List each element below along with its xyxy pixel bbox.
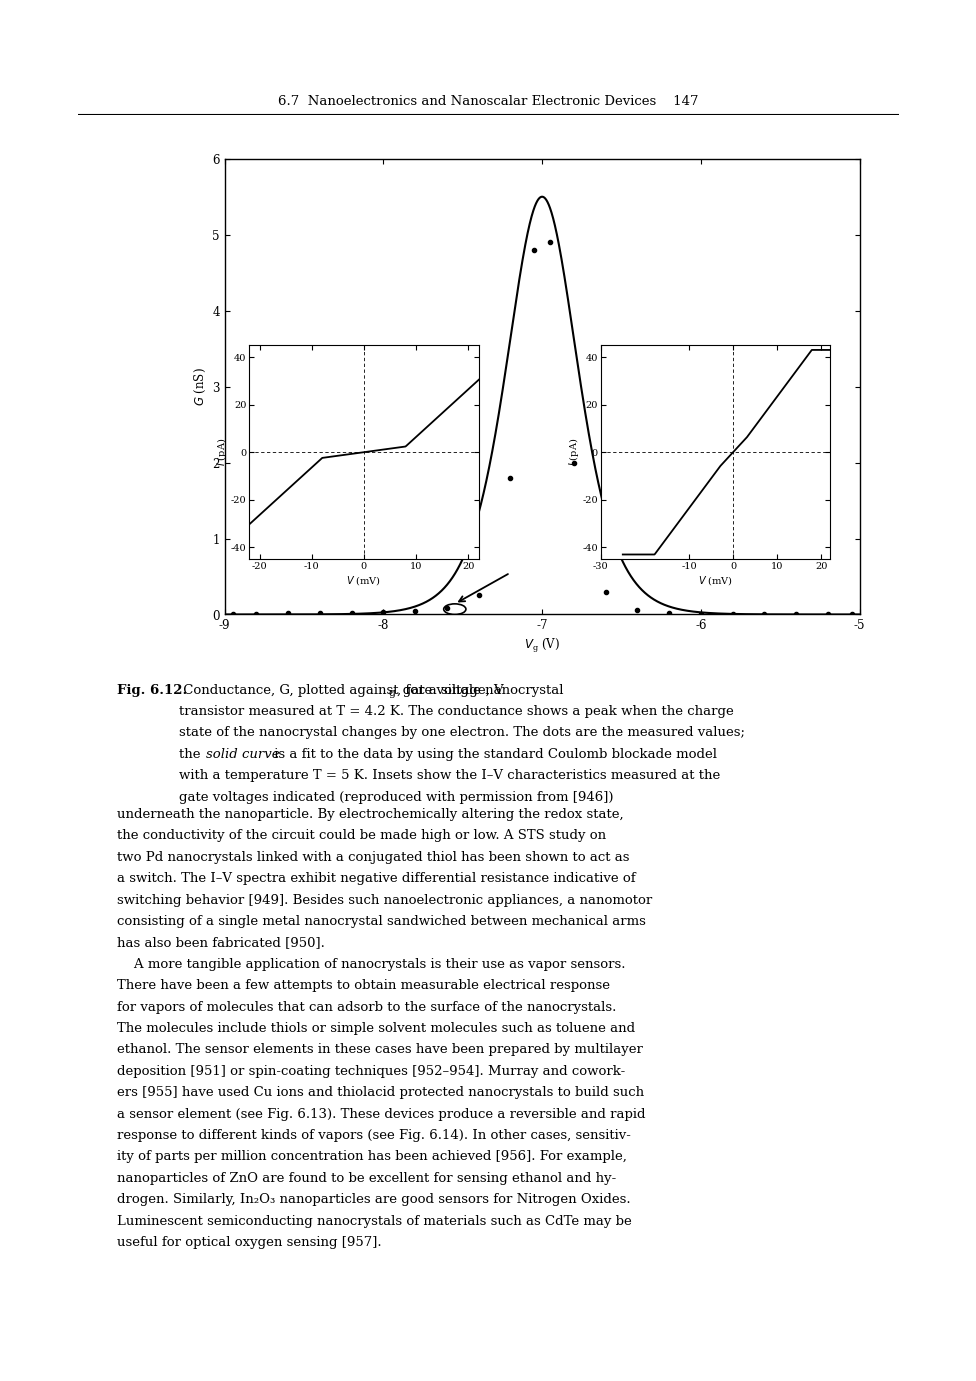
Text: gate voltages indicated (reproduced with permission from [946]): gate voltages indicated (reproduced with… xyxy=(179,790,613,804)
Text: switching behavior [949]. Besides such nanoelectronic appliances, a nanomotor: switching behavior [949]. Besides such n… xyxy=(117,894,652,906)
Y-axis label: $I$ (pA): $I$ (pA) xyxy=(566,438,581,467)
Text: ethanol. The sensor elements in these cases have been prepared by multilayer: ethanol. The sensor elements in these ca… xyxy=(117,1044,642,1056)
Text: g: g xyxy=(388,688,395,697)
Text: useful for optical oxygen sensing [957].: useful for optical oxygen sensing [957]. xyxy=(117,1236,382,1248)
Text: consisting of a single metal nanocrystal sandwiched between mechanical arms: consisting of a single metal nanocrystal… xyxy=(117,916,645,928)
Text: A more tangible application of nanocrystals is their use as vapor sensors.: A more tangible application of nanocryst… xyxy=(117,958,626,971)
Y-axis label: $G$ (nS): $G$ (nS) xyxy=(193,367,208,406)
Text: a sensor element (see Fig. 6.13). These devices produce a reversible and rapid: a sensor element (see Fig. 6.13). These … xyxy=(117,1108,645,1120)
Text: two Pd nanocrystals linked with a conjugated thiol has been shown to act as: two Pd nanocrystals linked with a conjug… xyxy=(117,851,630,863)
Text: deposition [951] or spin-coating techniques [952–954]. Murray and cowork-: deposition [951] or spin-coating techniq… xyxy=(117,1065,625,1077)
Text: Luminescent semiconducting nanocrystals of materials such as CdTe may be: Luminescent semiconducting nanocrystals … xyxy=(117,1215,631,1228)
Text: Conductance, G, plotted against gate voltage, V: Conductance, G, plotted against gate vol… xyxy=(179,684,503,696)
Text: There have been a few attempts to obtain measurable electrical response: There have been a few attempts to obtain… xyxy=(117,979,610,992)
Text: nanoparticles of ZnO are found to be excellent for sensing ethanol and hy-: nanoparticles of ZnO are found to be exc… xyxy=(117,1171,616,1185)
Text: state of the nanocrystal changes by one electron. The dots are the measured valu: state of the nanocrystal changes by one … xyxy=(179,726,744,739)
Y-axis label: $I$ (pA): $I$ (pA) xyxy=(215,438,229,467)
Text: underneath the nanoparticle. By electrochemically altering the redox state,: underneath the nanoparticle. By electroc… xyxy=(117,808,624,820)
Text: ers [955] have used Cu ions and thiolacid protected nanocrystals to build such: ers [955] have used Cu ions and thiolaci… xyxy=(117,1087,644,1099)
X-axis label: $V_{\mathregular{g}}$ (V): $V_{\mathregular{g}}$ (V) xyxy=(523,637,560,655)
Text: the: the xyxy=(179,749,204,761)
Text: the conductivity of the circuit could be made high or low. A STS study on: the conductivity of the circuit could be… xyxy=(117,829,606,842)
Text: ity of parts per million concentration has been achieved [956]. For example,: ity of parts per million concentration h… xyxy=(117,1150,627,1163)
Text: drogen. Similarly, In₂O₃ nanoparticles are good sensors for Nitrogen Oxides.: drogen. Similarly, In₂O₃ nanoparticles a… xyxy=(117,1193,630,1206)
Text: transistor measured at T = 4.2 K. The conductance shows a peak when the charge: transistor measured at T = 4.2 K. The co… xyxy=(179,706,733,718)
Text: for vapors of molecules that can adsorb to the surface of the nanocrystals.: for vapors of molecules that can adsorb … xyxy=(117,1000,616,1014)
Text: has also been fabricated [950].: has also been fabricated [950]. xyxy=(117,936,325,949)
Text: The molecules include thiols or simple solvent molecules such as toluene and: The molecules include thiols or simple s… xyxy=(117,1022,634,1034)
X-axis label: $V$ (mV): $V$ (mV) xyxy=(698,574,732,587)
Text: a switch. The I–V spectra exhibit negative differential resistance indicative of: a switch. The I–V spectra exhibit negati… xyxy=(117,873,635,885)
Text: solid curve: solid curve xyxy=(206,749,279,761)
Text: with a temperature T = 5 K. Insets show the I–V characteristics measured at the: with a temperature T = 5 K. Insets show … xyxy=(179,769,719,782)
Text: 6.7  Nanoelectronics and Nanoscalar Electronic Devices    147: 6.7 Nanoelectronics and Nanoscalar Elect… xyxy=(278,95,698,108)
Text: Fig. 6.12.: Fig. 6.12. xyxy=(117,684,187,696)
Text: is a fit to the data by using the standard Coulomb blockade model: is a fit to the data by using the standa… xyxy=(269,749,716,761)
Text: , for a single nanocrystal: , for a single nanocrystal xyxy=(396,684,562,696)
Text: response to different kinds of vapors (see Fig. 6.14). In other cases, sensitiv-: response to different kinds of vapors (s… xyxy=(117,1130,630,1142)
X-axis label: $V$ (mV): $V$ (mV) xyxy=(346,574,381,587)
